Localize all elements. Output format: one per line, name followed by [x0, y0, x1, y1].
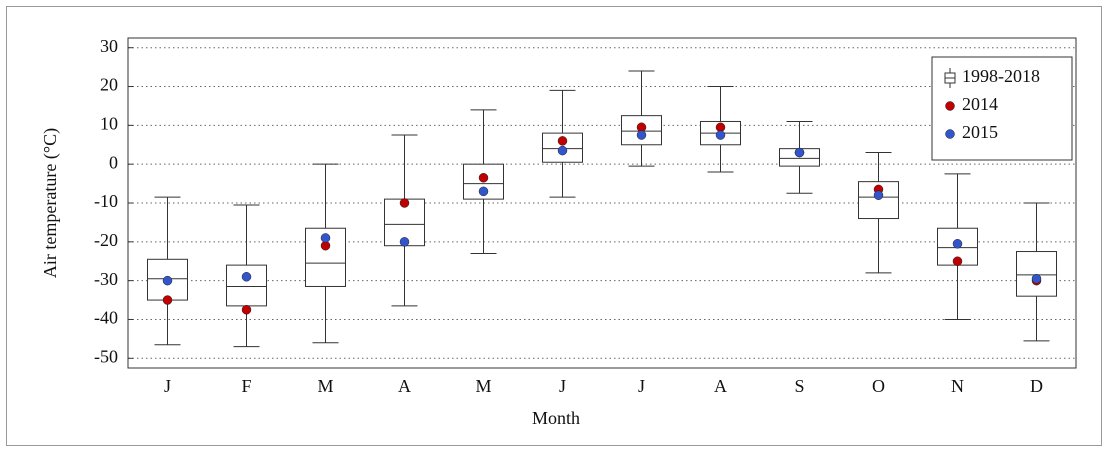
x-tick-label: M: [317, 376, 333, 396]
x-tick-label: D: [1030, 376, 1043, 396]
y-tick-label: -40: [94, 308, 118, 328]
y-tick-label: 20: [100, 75, 118, 95]
point: [557, 136, 568, 146]
point: [320, 233, 331, 243]
point: [715, 130, 726, 140]
point: [873, 190, 884, 200]
x-axis-label: Month: [532, 408, 580, 428]
box: [226, 264, 267, 307]
x-tick-label: O: [872, 376, 885, 396]
box: [305, 227, 346, 287]
legend-label: 1998-2018: [962, 66, 1040, 86]
x-tick-label: J: [559, 376, 566, 396]
y-tick-label: -10: [94, 191, 118, 211]
box: [1016, 251, 1057, 297]
legend-label: 2015: [962, 122, 998, 142]
point: [162, 295, 173, 305]
point: [557, 145, 568, 156]
x-tick-label: J: [164, 376, 171, 396]
y-tick-label: 10: [100, 113, 118, 133]
point: [162, 275, 173, 286]
point: [241, 272, 252, 282]
x-tick-label: A: [714, 376, 727, 396]
point: [241, 305, 252, 315]
point: [478, 173, 489, 183]
point: [636, 130, 647, 140]
y-tick-label: -50: [94, 346, 118, 366]
plot-frame: [127, 37, 1077, 369]
x-tick-label: N: [951, 376, 964, 396]
point: [478, 186, 489, 197]
y-tick-label: 30: [100, 36, 118, 56]
y-tick-label: -20: [94, 230, 118, 250]
y-tick-label: 0: [109, 152, 118, 172]
point: [1031, 273, 1042, 284]
point: [952, 239, 963, 249]
x-tick-label: S: [794, 376, 804, 396]
point: [399, 237, 410, 247]
x-tick-label: F: [241, 376, 251, 396]
legend-icon: [945, 101, 955, 111]
x-tick-label: M: [475, 376, 491, 396]
outer-frame: [6, 6, 1102, 446]
point: [794, 147, 805, 158]
legend-label: 2014: [962, 94, 998, 114]
x-tick-label: A: [398, 376, 411, 396]
y-tick-label: -30: [94, 269, 118, 289]
y-axis-label: Air temperature (°C): [40, 128, 61, 278]
x-tick-label: J: [638, 376, 645, 396]
legend-icon: [945, 129, 955, 139]
point: [399, 198, 410, 208]
point: [952, 256, 963, 266]
